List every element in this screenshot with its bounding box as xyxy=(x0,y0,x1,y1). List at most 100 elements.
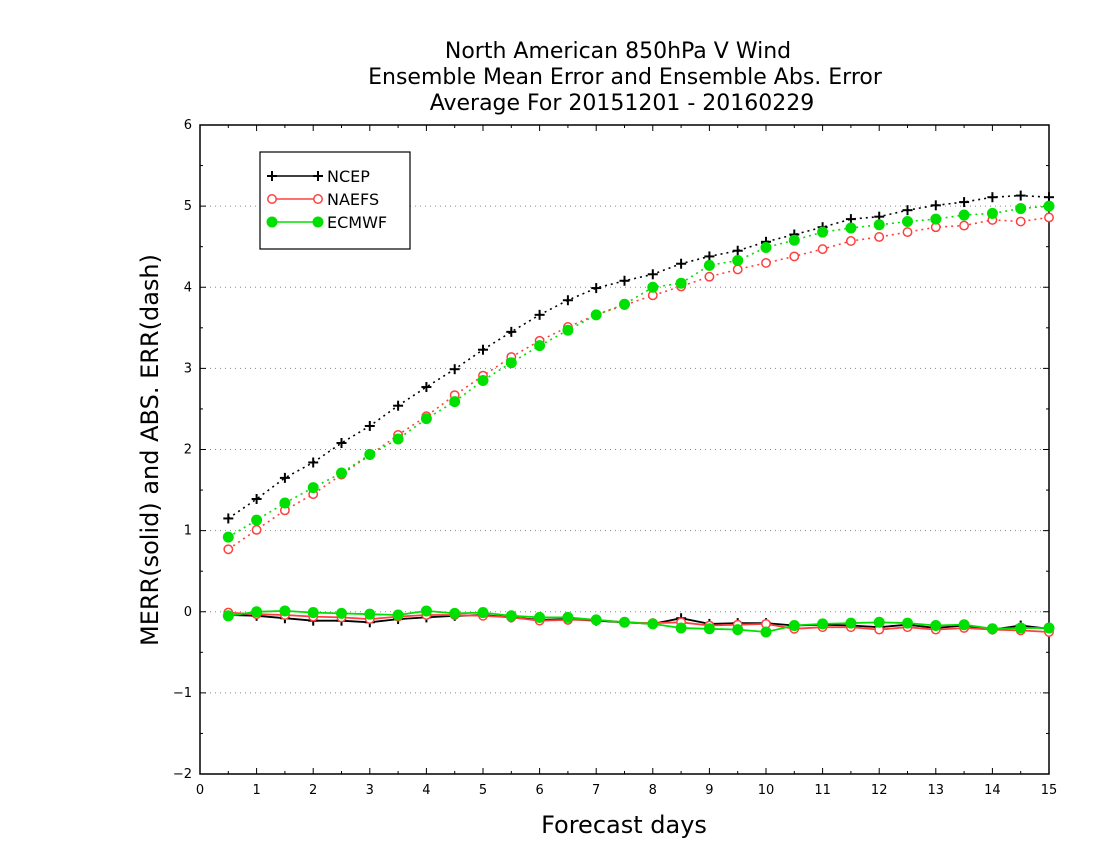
mean-err-point-ecmwf xyxy=(534,611,546,623)
series-layer xyxy=(222,190,1055,638)
chart-title-line-2: Ensemble Mean Error and Ensemble Abs. Er… xyxy=(368,65,883,90)
abs-err-point-ncep xyxy=(562,295,573,306)
abs-err-point-naefs xyxy=(874,232,885,242)
abs-err-point-ncep xyxy=(930,200,941,211)
x-tick-label: 0 xyxy=(196,783,204,798)
abs-err-point-ecmwf xyxy=(477,375,489,387)
abs-err-point-ncep xyxy=(364,420,375,431)
x-tick-label: 1 xyxy=(252,783,260,798)
abs-err-point-ecmwf xyxy=(505,357,517,369)
legend-marker xyxy=(312,216,324,228)
abs-err-point-ecmwf xyxy=(562,324,574,336)
y-tick-label: 1 xyxy=(184,524,192,539)
mean-err-point-ecmwf xyxy=(788,620,800,632)
x-tick-label: 7 xyxy=(592,783,600,798)
mean-err-point-ecmwf xyxy=(760,626,772,638)
abs-err-point-ecmwf xyxy=(222,531,234,543)
abs-err-point-ecmwf xyxy=(420,413,432,425)
mean-err-point-ecmwf xyxy=(364,608,376,620)
abs-err-point-ncep xyxy=(478,344,488,355)
axis-ticks xyxy=(199,124,1050,775)
abs-err-point-ecmwf xyxy=(845,222,857,234)
y-tick-label: 4 xyxy=(184,280,192,295)
legend-marker xyxy=(267,171,277,181)
abs-err-point-ecmwf xyxy=(392,433,404,445)
abs-err-point-ncep xyxy=(676,258,687,269)
series-naefs xyxy=(223,212,1054,637)
abs-err-point-ecmwf xyxy=(986,207,998,219)
legend-marker xyxy=(266,216,278,228)
abs-err-point-naefs xyxy=(817,244,828,255)
abs-err-point-ecmwf xyxy=(251,514,263,526)
abs-err-point-ncep xyxy=(393,400,404,411)
legend-marker xyxy=(267,194,277,204)
abs-err-point-naefs xyxy=(251,524,262,535)
abs-err-point-ecmwf xyxy=(760,241,772,253)
abs-err-point-ncep xyxy=(959,197,970,208)
legend-marker xyxy=(313,171,323,181)
abs-err-point-ecmwf xyxy=(788,234,800,246)
x-tick-label: 9 xyxy=(705,783,713,798)
y-tick-label: −1 xyxy=(173,686,192,701)
abs-err-point-naefs xyxy=(845,236,856,246)
mean-err-point-ecmwf xyxy=(675,622,687,634)
y-tick-label: 6 xyxy=(184,118,192,133)
abs-err-point-naefs xyxy=(1044,212,1054,223)
legend-marker xyxy=(313,194,323,204)
legend-item-ncep: NCEP xyxy=(267,167,370,186)
x-tick-label: 5 xyxy=(479,783,487,798)
mean-err-point-ecmwf xyxy=(958,619,970,631)
abs-err-point-naefs xyxy=(704,271,715,282)
abs-err-point-naefs xyxy=(902,227,913,238)
mean-err-point-ecmwf xyxy=(1015,622,1027,634)
abs-err-point-ncep xyxy=(1015,190,1026,201)
abs-err-point-ncep xyxy=(449,364,460,375)
abs-err-point-ecmwf xyxy=(817,226,829,238)
legend-label: ECMWF xyxy=(327,213,387,232)
abs-err-point-ncep xyxy=(251,493,262,504)
y-tick-label: 2 xyxy=(184,443,192,458)
chart-title: North American 850hPa V Wind Ensemble Me… xyxy=(368,39,883,116)
mean-err-point-ecmwf xyxy=(1043,622,1055,634)
abs-err-point-ecmwf xyxy=(732,254,744,266)
x-tick-label: 2 xyxy=(309,783,317,798)
mean-err-point-ecmwf xyxy=(477,607,489,619)
series-ecmwf xyxy=(222,200,1055,638)
abs-err-point-ecmwf xyxy=(279,497,291,509)
mean-err-point-ecmwf xyxy=(703,623,715,635)
abs-err-point-naefs xyxy=(959,220,970,231)
x-tick-label: 8 xyxy=(649,783,657,798)
mean-err-point-ecmwf xyxy=(619,616,630,628)
legend: NCEP NAEFS ECMWF xyxy=(259,151,411,250)
mean-err-point-ecmwf xyxy=(986,623,998,635)
chart-title-line-3: Average For 20151201 - 20160229 xyxy=(430,91,815,116)
abs-err-point-ecmwf xyxy=(449,396,461,408)
abs-err-point-ecmwf xyxy=(930,213,942,225)
x-tick-label: 14 xyxy=(984,783,1001,798)
abs-err-point-ncep xyxy=(704,251,715,262)
x-tick-label: 15 xyxy=(1041,783,1058,798)
mean-err-point-ecmwf xyxy=(873,616,885,628)
abs-err-point-ncep xyxy=(732,245,743,256)
abs-err-point-ncep xyxy=(845,214,856,225)
mean-err-point-ecmwf xyxy=(251,606,263,618)
abs-err-point-ncep xyxy=(902,205,913,216)
abs-err-point-ncep xyxy=(1044,192,1054,203)
mean-err-point-ecmwf xyxy=(222,610,234,622)
abs-err-point-naefs xyxy=(732,264,743,275)
legend-box xyxy=(259,151,411,250)
abs-err-point-ecmwf xyxy=(958,209,970,221)
abs-err-point-ecmwf xyxy=(902,216,913,228)
x-tick-label: 3 xyxy=(366,783,374,798)
abs-err-point-ncep xyxy=(223,513,234,524)
mean-err-point-ecmwf xyxy=(902,617,913,629)
x-tick-label: 6 xyxy=(535,783,543,798)
legend-item-naefs: NAEFS xyxy=(267,190,379,209)
abs-err-point-ncep xyxy=(534,309,545,320)
y-tick-label: 5 xyxy=(184,199,192,214)
abs-err-point-ecmwf xyxy=(336,467,347,479)
mean-err-point-ecmwf xyxy=(336,607,347,619)
abs-err-point-ecmwf xyxy=(534,340,546,352)
mean-err-point-ecmwf xyxy=(505,610,517,622)
abs-err-point-ecmwf xyxy=(873,219,885,231)
